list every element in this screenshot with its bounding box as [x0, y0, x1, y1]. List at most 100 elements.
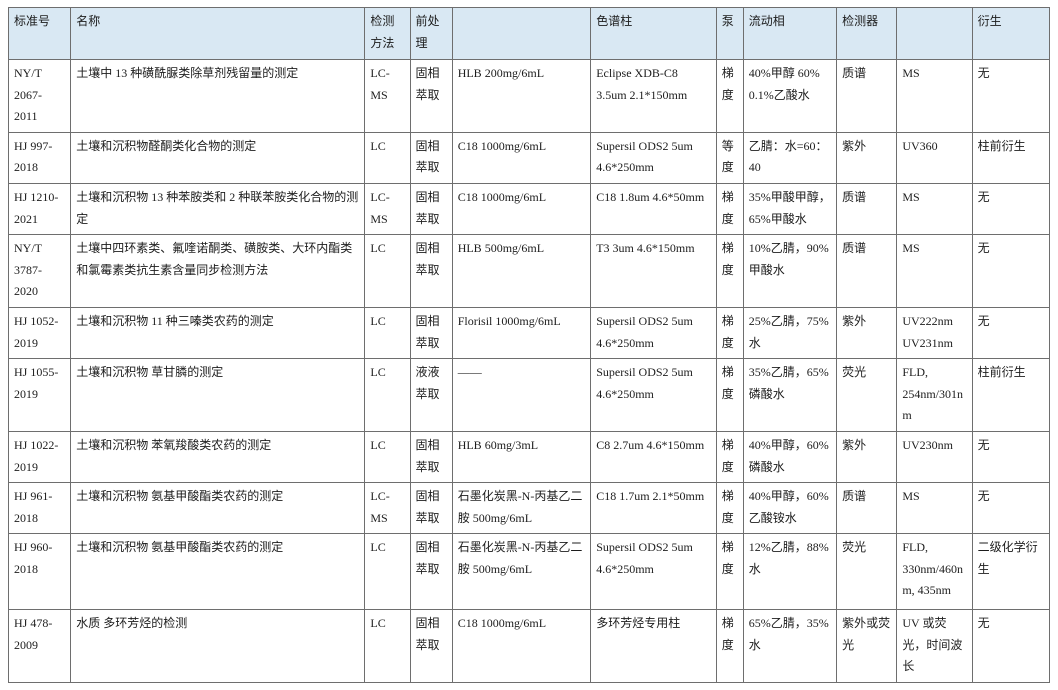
table-cell: 紫外 — [836, 306, 898, 360]
table-row: HJ 997-2018 土壤和沉积物醛酮类化合物的测定 LC 固相萃取 C18 1000… — [7, 131, 1051, 184]
table-cell: HJ 960-2018 — [7, 533, 72, 611]
table-cell: 土壤和沉积物 草甘膦的测定 — [70, 358, 366, 432]
table-cell: 无 — [971, 482, 1051, 535]
table-cell: 紫外 — [836, 131, 898, 184]
table-cell: C18 1.8um 4.6*50mm — [590, 182, 717, 236]
column-header: 泵 — [715, 7, 744, 60]
table-cell: 土壤和沉积物 13 种苯胺类和 2 种联苯胺类化合物的测定 — [70, 182, 366, 236]
table-cell: C18 1000mg/6mL — [451, 609, 592, 684]
column-header: 流动相 — [742, 7, 838, 60]
table-cell: 固相萃取 — [409, 182, 453, 236]
table-cell: MS — [896, 182, 973, 236]
table-cell: 固相萃取 — [409, 609, 453, 684]
table-cell: LC — [364, 358, 411, 432]
column-header: 标准号 — [7, 7, 72, 60]
table-cell: 25%乙腈，75%水 — [742, 306, 838, 360]
table-cell: C18 1000mg/6mL — [451, 182, 592, 236]
table-cell: 等度 — [715, 131, 744, 184]
table-cell: HLB 500mg/6mL — [451, 234, 592, 308]
header-row: 标准号 名称 检测方法 前处理 色谱柱泵流动相 检测器 衍生 — [7, 7, 1051, 60]
table-cell: Supersil ODS2 5um 4.6*250mm — [590, 306, 717, 360]
table-cell: MS — [896, 59, 973, 133]
table-cell: —— — [451, 358, 592, 432]
table-cell: Supersil ODS2 5um 4.6*250mm — [590, 358, 717, 432]
table-cell: FLD, 254nm/301nm — [896, 358, 973, 432]
table-cell: 二级化学衍生 — [971, 533, 1051, 611]
table-cell: 固相萃取 — [409, 482, 453, 535]
table-cell: HJ 478-2009 — [7, 609, 72, 684]
standards-table: 标准号 名称 检测方法 前处理 色谱柱泵流动相 检测器 衍生 NY/T 2067-2011 土… — [7, 7, 1051, 684]
column-header: 检测方法 — [364, 7, 411, 60]
table-cell: 柱前衍生 — [971, 131, 1051, 184]
table-cell: MS — [896, 482, 973, 535]
table-cell: 质谱 — [836, 182, 898, 236]
table-cell: NY/T 3787-2020 — [7, 234, 72, 308]
table-cell: 土壤和沉积物醛酮类化合物的测定 — [70, 131, 366, 184]
table-row: HJ 1210-2021 土壤和沉积物 13 种苯胺类和 2 种联苯胺类化合物的测… — [7, 182, 1051, 236]
table-cell: 土壤中 13 种磺酰脲类除草剂残留量的测定 — [70, 59, 366, 133]
table-cell: LC-MS — [364, 182, 411, 236]
table-cell: 梯度 — [715, 430, 744, 484]
table-row: HJ 478-2009 水质 多环芳烃的检测 LC 固相萃取 C18 1000mg/6m… — [7, 609, 1051, 684]
table-row: HJ 1055-2019 土壤和沉积物 草甘膦的测定 LC 液液萃取 —— Supersi… — [7, 358, 1051, 432]
table-cell: LC — [364, 131, 411, 184]
column-header: 名称 — [70, 7, 366, 60]
table-cell: 多环芳烃专用柱 — [590, 609, 717, 684]
table-cell: 固相萃取 — [409, 306, 453, 360]
table-cell: 固相萃取 — [409, 533, 453, 611]
table-cell: 无 — [971, 234, 1051, 308]
table-cell: UV230nm — [896, 430, 973, 484]
table-cell: 紫外或荧光 — [836, 609, 898, 684]
table-cell: LC-MS — [364, 59, 411, 133]
table-cell: LC — [364, 533, 411, 611]
table-cell: 液液萃取 — [409, 358, 453, 432]
table-cell: 无 — [971, 306, 1051, 360]
table-cell: 土壤和沉积物 苯氧羧酸类农药的测定 — [70, 430, 366, 484]
table-cell: 石墨化炭黑-N-丙基乙二胺 500mg/6mL — [451, 533, 592, 611]
table-cell: 紫外 — [836, 430, 898, 484]
table-cell: MS — [896, 234, 973, 308]
table-cell: 固相萃取 — [409, 430, 453, 484]
table-cell: 35%甲酸甲醇，65%甲酸水 — [742, 182, 838, 236]
table-cell: 乙腈：水=60：40 — [742, 131, 838, 184]
table-cell: 土壤中四环素类、氟喹诺酮类、磺胺类、大环内酯类和氯霉素类抗生素含量同步检测方法 — [70, 234, 366, 308]
table-cell: HJ 1055-2019 — [7, 358, 72, 432]
table-row: NY/T 2067-2011 土壤中 13 种磺酰脲类除草剂残留量的测定 LC-MS… — [7, 59, 1051, 133]
table-cell: 梯度 — [715, 482, 744, 535]
table-cell: 梯度 — [715, 533, 744, 611]
table-cell: 梯度 — [715, 609, 744, 684]
table-cell: 无 — [971, 430, 1051, 484]
table-row: NY/T 3787-2020 土壤中四环素类、氟喹诺酮类、磺胺类、大环内酯类和氯霉… — [7, 234, 1051, 308]
column-header: 色谱柱 — [590, 7, 717, 60]
table-cell: 梯度 — [715, 59, 744, 133]
table-cell: HJ 1052-2019 — [7, 306, 72, 360]
table-cell: HJ 997-2018 — [7, 131, 72, 184]
table-cell: 土壤和沉积物 11 种三嗪类农药的测定 — [70, 306, 366, 360]
table-cell: 土壤和沉积物 氨基甲酸酯类农药的测定 — [70, 482, 366, 535]
column-header: 前处理 — [409, 7, 453, 60]
table-cell: 柱前衍生 — [971, 358, 1051, 432]
table-cell: 石墨化炭黑-N-丙基乙二胺 500mg/6mL — [451, 482, 592, 535]
table-cell: 质谱 — [836, 234, 898, 308]
table-cell: 固相萃取 — [409, 59, 453, 133]
table-cell: Eclipse XDB-C8 3.5um 2.1*150mm — [590, 59, 717, 133]
table-cell: 固相萃取 — [409, 234, 453, 308]
table-cell: LC-MS — [364, 482, 411, 535]
table-cell: HJ 1022-2019 — [7, 430, 72, 484]
table-cell: UV222nm UV231nm — [896, 306, 973, 360]
table-cell: 质谱 — [836, 482, 898, 535]
table-body: NY/T 2067-2011 土壤中 13 种磺酰脲类除草剂残留量的测定 LC-MS… — [7, 59, 1051, 684]
table-cell: 40%甲醇，60%磷酸水 — [742, 430, 838, 484]
table-row: HJ 1022-2019 土壤和沉积物 苯氧羧酸类农药的测定 LC 固相萃取 HLB 6… — [7, 430, 1051, 484]
table-cell: Supersil ODS2 5um 4.6*250mm — [590, 533, 717, 611]
table-cell: 土壤和沉积物 氨基甲酸酯类农药的测定 — [70, 533, 366, 611]
table-cell: T3 3um 4.6*150mm — [590, 234, 717, 308]
table-row: HJ 961-2018 土壤和沉积物 氨基甲酸酯类农药的测定 LC-MS 固相萃取 石墨… — [7, 482, 1051, 535]
table-cell: 无 — [971, 182, 1051, 236]
table-cell: NY/T 2067-2011 — [7, 59, 72, 133]
table-cell: 梯度 — [715, 234, 744, 308]
table-cell: 无 — [971, 59, 1051, 133]
table-row: HJ 1052-2019 土壤和沉积物 11 种三嗪类农药的测定 LC 固相萃取 Flo… — [7, 306, 1051, 360]
table-cell: Supersil ODS2 5um 4.6*250mm — [590, 131, 717, 184]
